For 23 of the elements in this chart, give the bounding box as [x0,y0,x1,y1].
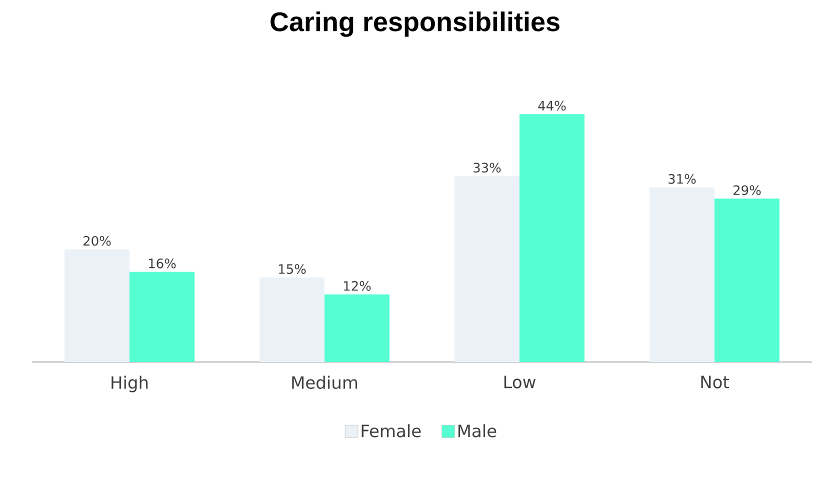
x-tick-label: Medium [292,376,358,389]
x-tick-label: Low [504,376,536,388]
bar [454,176,520,362]
data-label: 15% [278,264,306,274]
data-label: 31% [668,174,696,184]
bar [650,187,714,362]
chart-title: Caring responsibilities [270,12,560,37]
x-tick-label: High [112,376,148,392]
bar [130,272,195,362]
data-label: 33% [474,162,501,173]
x-tick-label: Not [701,376,729,388]
bar [520,114,584,362]
data-label: 29% [734,185,761,196]
data-label: 20% [84,236,111,246]
data-label: 12% [344,281,371,291]
legend-label: Female [362,424,421,438]
data-label: 16% [148,258,176,268]
bar [260,277,325,362]
bar [324,294,390,362]
data-label: 44% [538,100,566,111]
legend-label: Male [458,424,496,438]
bar [64,249,130,362]
bar [714,198,780,362]
